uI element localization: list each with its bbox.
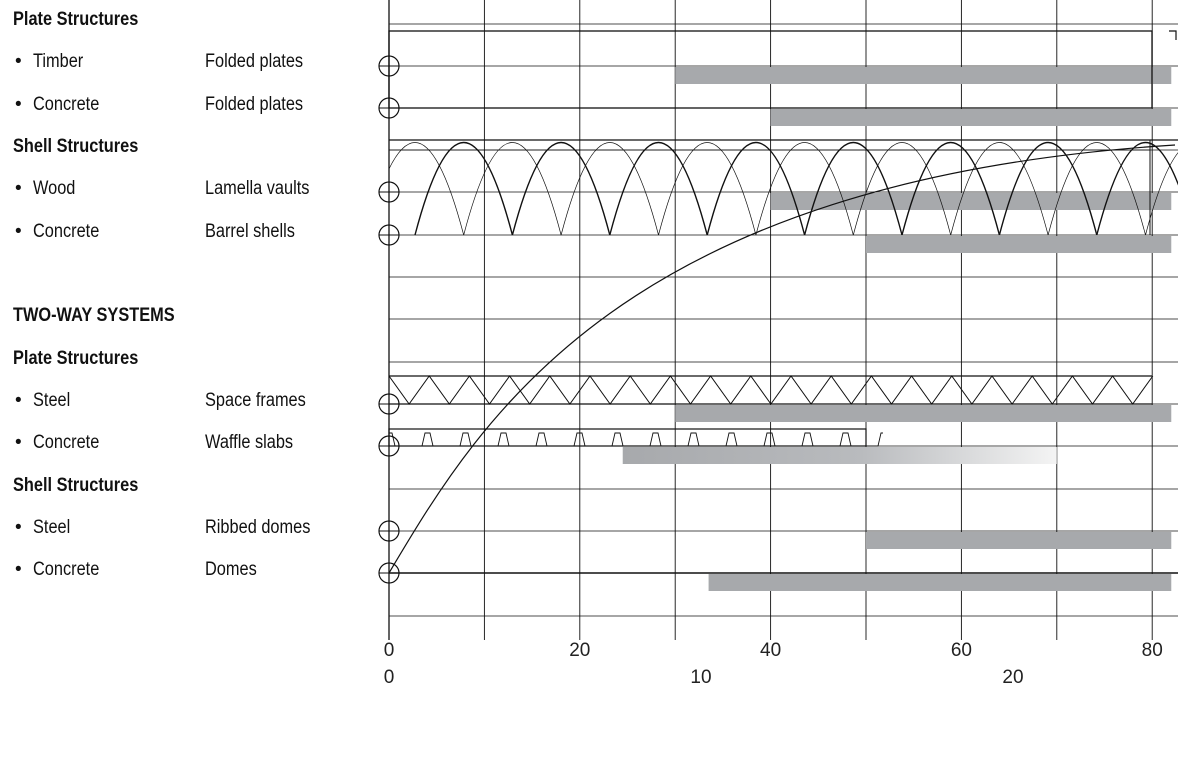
barrel-arches xyxy=(389,139,1178,236)
structure-illustrations xyxy=(378,30,1178,584)
tick-label-top: 80 xyxy=(1142,640,1163,661)
tick-label-top: 40 xyxy=(760,640,781,661)
section-heading: Plate Structures xyxy=(13,9,139,30)
folded-plate-outline xyxy=(1169,30,1177,40)
material-label: Steel xyxy=(33,517,71,538)
tick-label-bottom: 10 xyxy=(690,667,711,688)
bar xyxy=(675,405,1172,422)
bullet-icon: • xyxy=(15,559,22,580)
tick-label-top: 60 xyxy=(951,640,972,661)
system-label: Folded plates xyxy=(205,51,304,72)
material-label: Concrete xyxy=(33,559,100,580)
axis-ticks: 0 20 40 60 80 0 10 20 xyxy=(384,640,1163,688)
bullet-icon: • xyxy=(15,178,22,199)
system-label: Barrel shells xyxy=(205,221,295,242)
system-label: Space frames xyxy=(205,390,306,411)
section-heading: Plate Structures xyxy=(13,348,139,369)
tick-label-bottom: 20 xyxy=(1002,667,1023,688)
bullet-icon: • xyxy=(15,432,22,453)
system-label: Waffle slabs xyxy=(205,432,294,453)
system-label: Domes xyxy=(205,559,257,580)
dome-curve xyxy=(388,144,1176,574)
material-label: Wood xyxy=(33,178,76,199)
system-label: Lamella vaults xyxy=(205,178,310,199)
bar xyxy=(866,236,1172,253)
space-frame-truss xyxy=(388,375,1154,405)
bullet-icon: • xyxy=(15,221,22,242)
bullet-icon: • xyxy=(15,390,22,411)
section-heading: Shell Structures xyxy=(13,475,139,496)
material-label: Timber xyxy=(33,51,84,72)
bullet-icon: • xyxy=(15,51,22,72)
bars xyxy=(622,67,1172,591)
material-label: Concrete xyxy=(33,94,100,115)
bar xyxy=(866,532,1172,549)
tick-label-bottom: 0 xyxy=(384,667,395,688)
system-label: Ribbed domes xyxy=(205,517,311,538)
bar xyxy=(770,109,1172,126)
bar xyxy=(675,67,1172,84)
material-label: Concrete xyxy=(33,432,100,453)
tick-label-top: 20 xyxy=(569,640,590,661)
bar xyxy=(708,574,1172,591)
group-heading: TWO-WAY SYSTEMS xyxy=(13,305,175,326)
section-heading: Shell Structures xyxy=(13,136,139,157)
bullet-icon: • xyxy=(15,517,22,538)
waffle-slab-profile xyxy=(388,428,883,447)
bullet-icon: • xyxy=(15,94,22,115)
folded-plate-outline xyxy=(388,30,1153,109)
bar xyxy=(770,193,1172,210)
bar xyxy=(622,447,1057,464)
material-label: Steel xyxy=(33,390,71,411)
tick-label-top: 0 xyxy=(384,640,395,661)
system-label: Folded plates xyxy=(205,94,304,115)
material-label: Concrete xyxy=(33,221,100,242)
